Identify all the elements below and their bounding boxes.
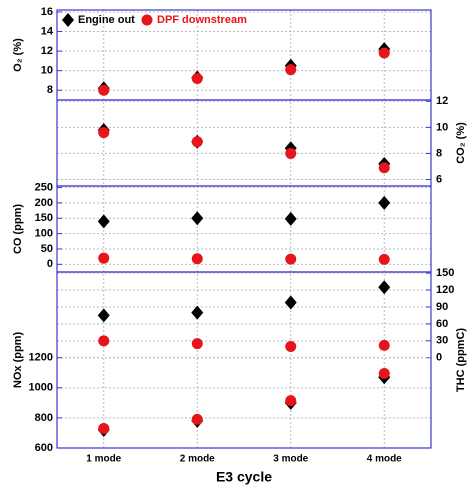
y-tick-label: 120 xyxy=(436,284,454,296)
y-axis-label: CO (ppm) xyxy=(12,204,24,254)
dpf-marker xyxy=(285,253,297,265)
dpf-marker xyxy=(98,84,110,96)
y-tick-label: 8 xyxy=(47,84,53,96)
y-tick-label: 0 xyxy=(47,258,53,270)
y-tick-label: 0 xyxy=(436,352,442,364)
legend-label: DPF downstream xyxy=(157,14,247,26)
dpf-marker xyxy=(378,47,390,59)
y-axis-label: NOx (ppm) xyxy=(12,332,24,389)
engine-out-marker xyxy=(284,295,297,310)
y-tick-label: 12 xyxy=(41,45,53,57)
x-tick-label: 1 mode xyxy=(86,454,121,465)
panel-frame xyxy=(56,185,432,273)
engine-out-marker xyxy=(97,308,110,323)
y-tick-label: 30 xyxy=(436,335,448,347)
dpf-marker xyxy=(191,338,203,350)
y-tick-label: 16 xyxy=(41,6,53,18)
y-tick-label: 150 xyxy=(436,267,454,279)
dpf-marker xyxy=(191,72,203,84)
y-tick-label: 8 xyxy=(436,147,442,159)
x-tick-label: 4 mode xyxy=(367,454,402,465)
engine-out-marker xyxy=(97,214,110,229)
x-tick-label: 2 mode xyxy=(180,454,215,465)
dpf-marker xyxy=(285,395,297,407)
dpf-marker xyxy=(98,127,110,139)
dpf-marker xyxy=(378,339,390,351)
y-tick-label: 10 xyxy=(41,65,53,77)
dpf-marker xyxy=(98,335,110,347)
engine-out-marker xyxy=(378,195,391,210)
y-tick-label: 100 xyxy=(35,228,53,240)
dpf-marker xyxy=(191,413,203,425)
dpf-marker xyxy=(285,340,297,352)
y-tick-label: 1000 xyxy=(29,382,53,394)
y-tick-label: 800 xyxy=(35,412,53,424)
y-axis-label: THC (ppmC) xyxy=(455,328,467,392)
legend-marker xyxy=(141,14,153,26)
legend-label: Engine out xyxy=(78,14,135,26)
panel-frame xyxy=(56,99,432,187)
dpf-marker xyxy=(378,162,390,174)
x-axis-label: E3 cycle xyxy=(216,469,272,485)
engine-out-marker xyxy=(191,305,204,320)
y-tick-label: 600 xyxy=(35,442,53,454)
y-tick-label: 50 xyxy=(41,243,53,255)
panel-frame xyxy=(56,271,432,449)
y-tick-label: 10 xyxy=(436,121,448,133)
dpf-marker xyxy=(98,422,110,434)
dpf-marker xyxy=(378,253,390,265)
legend-marker xyxy=(62,13,74,27)
dpf-marker xyxy=(378,368,390,380)
y-tick-label: 60 xyxy=(436,318,448,330)
x-tick-label: 3 mode xyxy=(273,454,308,465)
y-tick-label: 6 xyxy=(436,173,442,185)
dpf-marker xyxy=(285,64,297,76)
y-axis-label: CO₂ (%) xyxy=(455,122,467,164)
dpf-marker xyxy=(191,136,203,148)
dpf-marker xyxy=(285,147,297,159)
y-tick-label: 14 xyxy=(41,25,54,37)
engine-out-marker xyxy=(378,280,391,295)
y-tick-label: 250 xyxy=(35,181,53,193)
engine-out-marker xyxy=(284,211,297,226)
y-axis-label: O₂ (%) xyxy=(12,38,24,72)
y-tick-label: 150 xyxy=(35,212,53,224)
dpf-marker xyxy=(191,253,203,265)
y-tick-label: 12 xyxy=(436,95,448,107)
y-tick-label: 1200 xyxy=(29,352,53,364)
y-tick-label: 90 xyxy=(436,301,448,313)
engine-out-marker xyxy=(191,211,204,226)
dpf-marker xyxy=(98,252,110,264)
y-tick-label: 200 xyxy=(35,197,53,209)
